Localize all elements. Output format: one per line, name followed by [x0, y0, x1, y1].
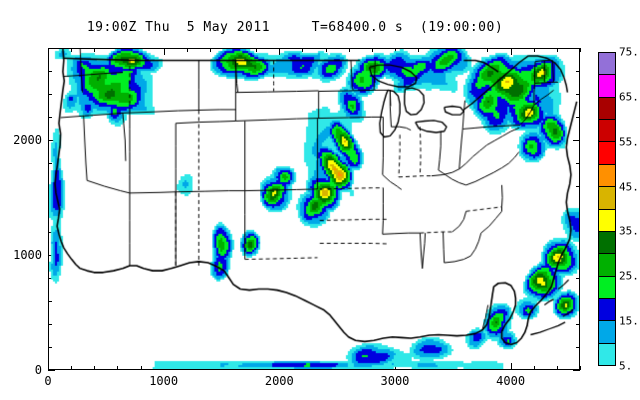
colorbar-band-2 [599, 96, 615, 120]
y-tick-label: 0 [34, 363, 42, 377]
colorbar-band-11 [599, 297, 615, 321]
colorbar-band-13 [599, 342, 615, 366]
colorbar-band-9 [599, 253, 615, 276]
colorbar-band-12 [599, 320, 615, 343]
axis-tick [48, 370, 55, 371]
y-tick-label: 1000 [13, 248, 42, 262]
map-plot-area [48, 48, 580, 370]
axis-tick [48, 48, 49, 55]
colorbar-band-0 [599, 53, 615, 75]
colorbar-band-4 [599, 141, 615, 164]
colorbar-band-7 [599, 208, 615, 231]
colorbar [598, 52, 616, 366]
colorbar-band-10 [599, 275, 615, 298]
y-tick-label: 2000 [13, 133, 42, 147]
colorbar-label: 15. [619, 314, 639, 328]
colorbar-band-8 [599, 230, 615, 254]
colorbar-label: 55. [619, 135, 639, 149]
x-tick-label: 4000 [496, 374, 526, 388]
colorbar-label: 65. [619, 90, 639, 104]
x-tick-label: 1000 [149, 374, 179, 388]
colorbar-label: 45. [619, 180, 639, 194]
colorbar-label: 5. [619, 359, 633, 373]
colorbar-band-1 [599, 74, 615, 97]
axis-tick [580, 366, 581, 370]
axis-tick [48, 48, 52, 49]
axis-tick [48, 363, 49, 370]
page-title: 19:00Z Thu 5 May 2011 T=68400.0 s (19:00… [86, 20, 504, 35]
colorbar-label: 35. [619, 224, 639, 238]
colorbar-label: 75. [619, 45, 639, 59]
colorbar-band-6 [599, 186, 615, 209]
colorbar-label: 25. [619, 269, 639, 283]
axis-tick [580, 48, 581, 52]
colorbar-band-3 [599, 119, 615, 142]
x-tick-label: 3000 [380, 374, 410, 388]
x-tick-label: 2000 [264, 374, 294, 388]
colorbar-band-5 [599, 163, 615, 187]
x-tick-label: 0 [44, 374, 52, 388]
map-boundaries-overlay [49, 49, 579, 369]
axis-tick [576, 48, 580, 49]
axis-tick [573, 370, 580, 371]
